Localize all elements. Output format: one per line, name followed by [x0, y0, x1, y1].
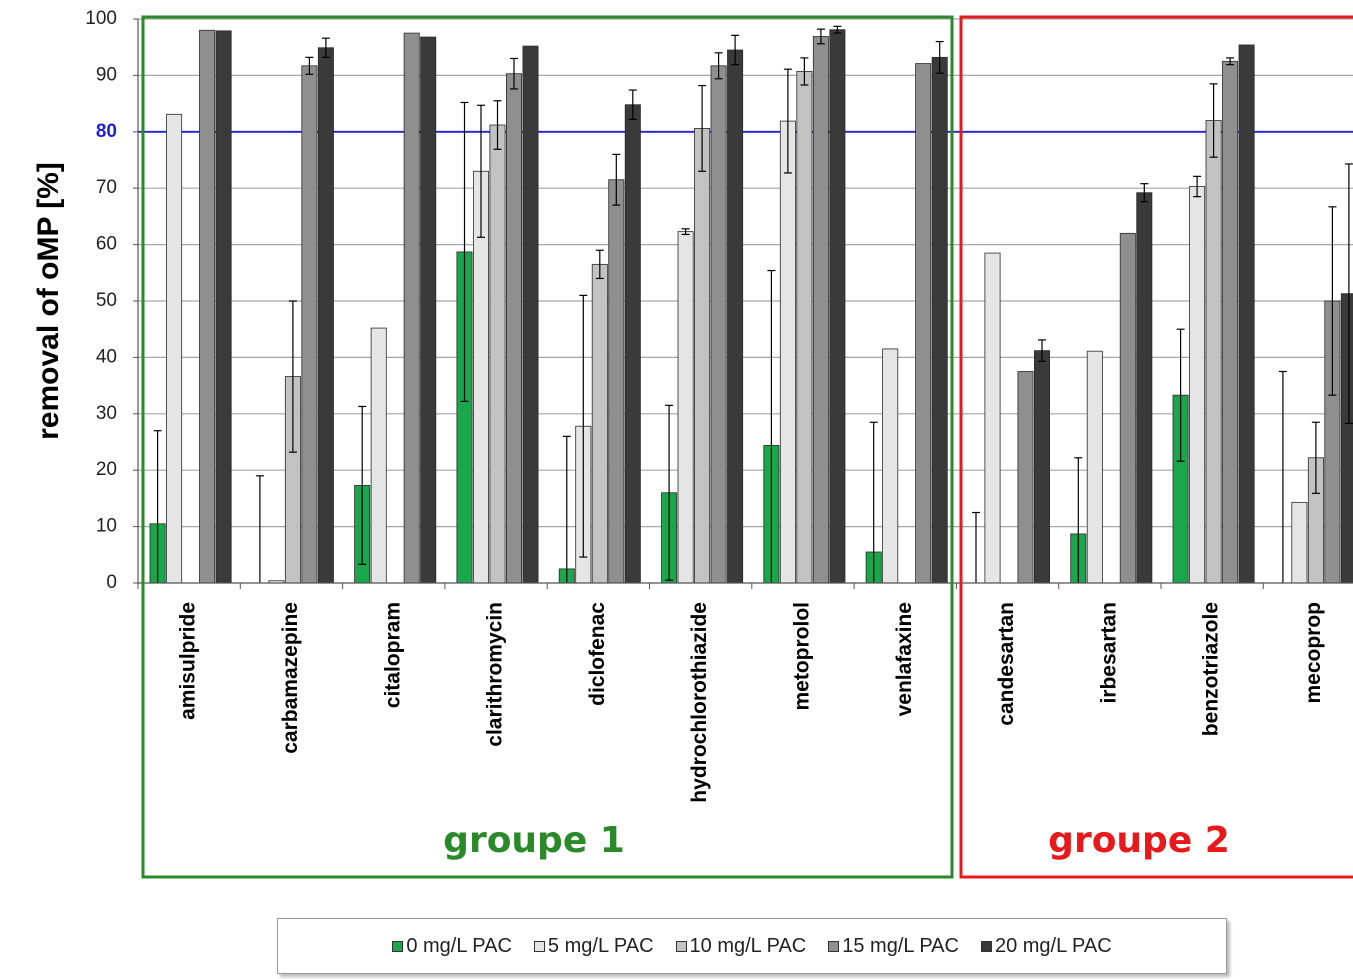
legend-swatch [533, 940, 545, 952]
legend-item: 15 mg/L PAC [828, 935, 959, 958]
legend-item: 20 mg/L PAC [980, 934, 1112, 958]
group-label: groupe 1 [443, 820, 625, 861]
y-tick-label: 30 [96, 403, 117, 424]
y-tick-label: 70 [96, 177, 117, 198]
bar [1017, 371, 1034, 584]
bar [915, 63, 932, 584]
bar [694, 128, 711, 584]
bar [370, 327, 387, 584]
bar [1136, 192, 1153, 584]
bar [1034, 350, 1051, 584]
y-tick-label: 0 [106, 572, 117, 593]
category-label: clarithromycin [484, 602, 507, 747]
category-label: mecoprop [1302, 602, 1325, 704]
legend-label: 15 mg/L PAC [842, 934, 959, 957]
legend-item: 10 mg/L PAC [675, 934, 807, 958]
category-labels: amisulpride carbamazepine citalopram clarit… [177, 602, 1325, 803]
bar [317, 47, 334, 584]
bar [166, 113, 183, 584]
y-tick-labels: 0 10 20 30 40 50 60 70 80 90 100 [85, 8, 138, 593]
legend-swatch [675, 940, 687, 952]
legend-label: 20 mg/L PAC [994, 934, 1112, 957]
legend-swatch [980, 940, 992, 952]
category-label: metoprolol [790, 602, 813, 711]
group-box [959, 15, 1353, 879]
bar [1238, 44, 1255, 584]
y-tick-label: 60 [96, 234, 117, 255]
legend-item: 0 mg/L PAC [392, 935, 512, 958]
bar [812, 36, 829, 584]
bar [403, 32, 420, 584]
y-tick-label: 20 [96, 459, 117, 480]
category-label: venlafaxine [893, 602, 916, 716]
category-label: amisulpride [177, 602, 200, 720]
bar [1189, 186, 1206, 584]
legend-item: 5 mg/L PAC [533, 934, 654, 958]
bar [624, 104, 641, 584]
legend-label: 10 mg/L PAC [689, 934, 807, 957]
y-tick-label: 90 [96, 64, 117, 85]
category-label: candesartan [995, 602, 1018, 726]
category-label: benzotriazole [1200, 602, 1223, 736]
bar [505, 73, 522, 584]
bar [1119, 232, 1136, 584]
y-tick-label: 50 [96, 290, 117, 311]
bar [522, 45, 539, 584]
group-box [141, 15, 954, 879]
bar [796, 71, 813, 584]
bar [984, 252, 1001, 584]
bar [779, 120, 796, 584]
y-tick-label: 80 [96, 121, 117, 142]
bar [829, 29, 846, 584]
category-label: carbamazepine [279, 602, 302, 754]
bar [215, 30, 232, 584]
gridlines [138, 18, 1353, 528]
bar [591, 263, 608, 584]
bar [1205, 120, 1222, 584]
y-tick-label: 100 [85, 8, 117, 29]
legend: 0 mg/L PAC 5 mg/L PAC 10 mg/L PAC 15 mg/L P… [277, 918, 1227, 974]
bar [1222, 60, 1239, 584]
category-label: diclofenac [586, 602, 609, 706]
y-tick-label: 10 [96, 516, 117, 537]
category-label: citalopram [381, 602, 404, 708]
y-axis-label: removal of oMP [%] [32, 162, 65, 440]
legend-swatch [828, 940, 840, 952]
bar [710, 65, 727, 584]
group-boxes: groupe 1 groupe 2 [141, 15, 1353, 879]
bar [677, 231, 694, 584]
error-bars [153, 25, 1353, 583]
bar [1340, 293, 1353, 584]
bar [489, 124, 506, 584]
bars [149, 29, 1353, 584]
bar [199, 29, 216, 584]
bar [301, 65, 318, 584]
bar [608, 179, 625, 584]
group-label: groupe 2 [1048, 820, 1230, 861]
category-label: hydrochlorothiazide [688, 602, 711, 803]
bar [1291, 501, 1308, 584]
bar [1086, 350, 1103, 584]
bar [882, 348, 899, 584]
y-tick-label: 40 [96, 346, 117, 367]
legend-label: 0 mg/L PAC [406, 934, 512, 957]
bar [727, 49, 744, 584]
category-label: irbesartan [1097, 602, 1120, 704]
legend-swatch [392, 940, 404, 952]
bar [420, 36, 437, 584]
legend-label: 5 mg/L PAC [547, 934, 654, 957]
bar [931, 56, 948, 584]
